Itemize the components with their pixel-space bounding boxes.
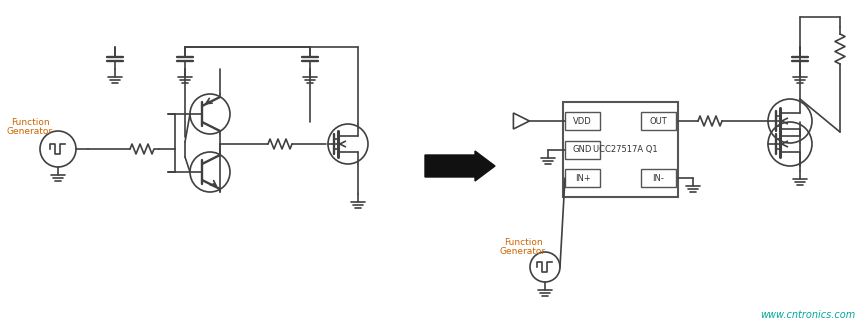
Bar <box>565 112 600 130</box>
Bar <box>565 140 600 158</box>
Text: GND: GND <box>572 145 592 154</box>
Text: Generator: Generator <box>7 127 53 136</box>
Text: www.cntronics.com: www.cntronics.com <box>759 310 855 320</box>
Bar <box>565 169 600 187</box>
Text: Function: Function <box>10 118 49 127</box>
Text: IN-: IN- <box>653 174 664 183</box>
Bar <box>641 112 676 130</box>
Text: Generator: Generator <box>500 247 546 256</box>
Bar <box>563 102 678 197</box>
Text: Function: Function <box>504 238 542 247</box>
Text: VDD: VDD <box>573 117 591 125</box>
Text: IN+: IN+ <box>575 174 591 183</box>
Bar <box>641 169 676 187</box>
Text: UCC27517A Q1: UCC27517A Q1 <box>593 145 658 154</box>
Text: OUT: OUT <box>650 117 668 125</box>
FancyArrow shape <box>425 151 495 181</box>
